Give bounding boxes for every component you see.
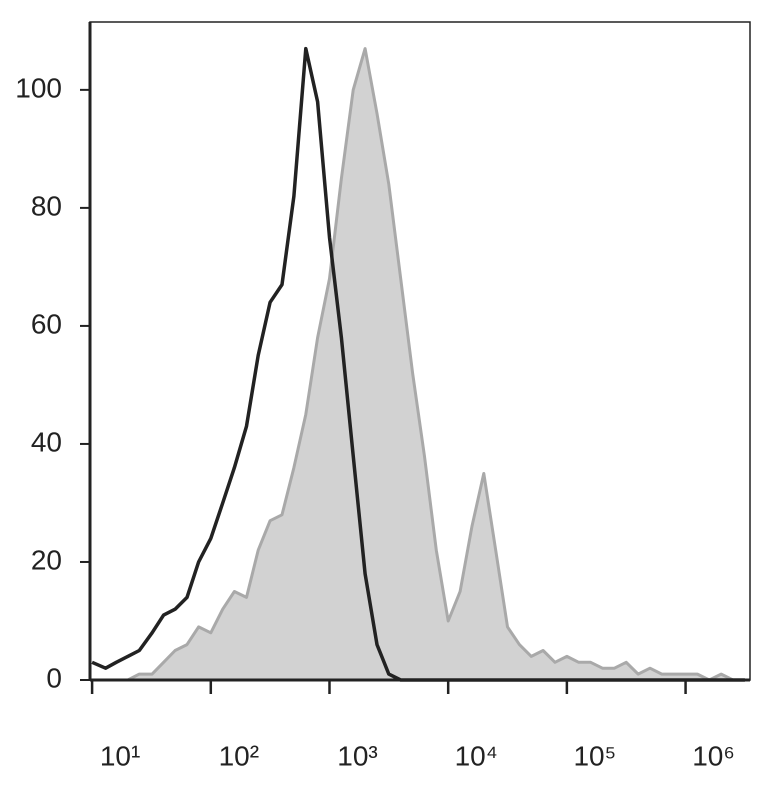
y-tick-label: 80 xyxy=(31,190,62,221)
histogram-area xyxy=(90,47,747,682)
y-tick-label: 40 xyxy=(31,426,62,457)
x-tick-label: 10² xyxy=(219,740,259,771)
y-tick-label: 0 xyxy=(46,662,62,693)
y-tick-label: 100 xyxy=(15,72,62,103)
x-tick-label: 10⁶ xyxy=(692,740,735,771)
x-tick-label: 10³ xyxy=(337,740,377,771)
y-tick-label: 60 xyxy=(31,308,62,339)
y-tick-label: 20 xyxy=(31,544,62,575)
x-tick-label: 10⁵ xyxy=(573,740,616,771)
x-tick-label: 10⁴ xyxy=(455,740,498,771)
x-tick-label: 10¹ xyxy=(100,740,140,771)
